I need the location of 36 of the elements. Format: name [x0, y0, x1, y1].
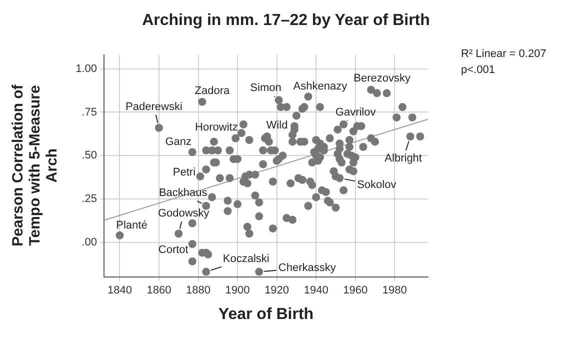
annotation: Godowsky: [158, 208, 210, 220]
annotation: Backhaus: [158, 186, 208, 199]
x-tick-label: 1960: [343, 284, 368, 297]
annotation: Horowitz: [195, 121, 238, 134]
x-tick-label: 1920: [264, 284, 290, 297]
annotation: Ashkenazy: [293, 80, 348, 93]
annotation: Simon: [250, 82, 282, 94]
annotation: Berezovsky: [354, 72, 411, 85]
x-axis-title: Year of Birth: [217, 306, 315, 324]
text: R² Linear = 0.207: [461, 47, 546, 62]
x-tick-label: 1880: [186, 284, 210, 297]
annotation: Planté: [116, 219, 148, 232]
chart-title: Arching in mm. 17–22 by Year of Birth: [141, 12, 431, 30]
x-tick-label: 1840: [107, 284, 132, 297]
annotation: Zadora: [194, 84, 230, 97]
annotation: Koczalski: [222, 252, 270, 265]
annotation: Cherkassky: [278, 262, 336, 274]
x-tick-label: 1980: [382, 284, 407, 297]
annotation: Sokolov: [357, 179, 397, 192]
annotation: Gavrilov: [335, 106, 376, 118]
text: p<.001: [461, 63, 496, 78]
y-tick-label: .00: [82, 236, 97, 248]
annotation: Ganz: [165, 136, 192, 148]
y-tick-label: .75: [82, 106, 97, 118]
x-tick-label: 1900: [225, 284, 250, 297]
y-tick-label: .25: [82, 192, 97, 205]
annotation: Cortot: [158, 244, 188, 256]
annotation: Paderewski: [126, 100, 182, 113]
x-tick-label: 1940: [304, 284, 328, 297]
y-axis-title: Pearson Correlation of Tempo with 5-Measure Arch: [10, 84, 60, 248]
annotation: Albright: [384, 152, 422, 165]
annotation: Petri: [172, 166, 196, 178]
x-tick-label: 1860: [146, 284, 172, 297]
y-tick-label: .50: [82, 150, 97, 162]
annotation: Wild: [266, 120, 288, 132]
y-tick-label: 1.00: [76, 62, 97, 75]
